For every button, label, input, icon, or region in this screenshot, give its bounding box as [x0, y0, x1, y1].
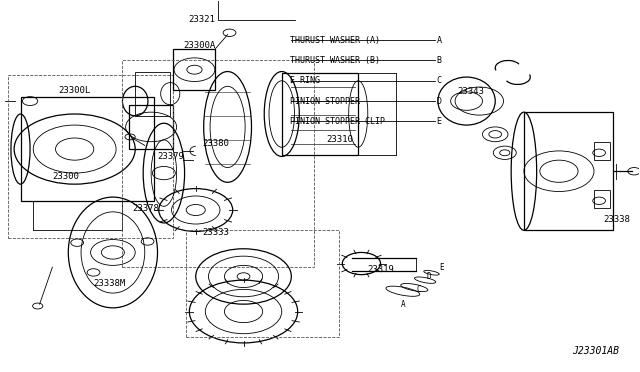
Text: THURUST WASHER (A): THURUST WASHER (A) [290, 36, 380, 45]
Text: E: E [439, 263, 444, 272]
Text: 23300: 23300 [52, 172, 79, 181]
Text: 23333: 23333 [202, 228, 229, 237]
Bar [594, 142, 610, 160]
Bar [129, 105, 173, 149]
Text: C: C [417, 285, 421, 294]
Bar [594, 190, 610, 208]
Text: E: E [436, 117, 442, 126]
Bar [524, 112, 613, 230]
Text: THURUST WASHER (B): THURUST WASHER (B) [290, 56, 380, 65]
Text: J23301AB: J23301AB [573, 346, 620, 356]
Bar [122, 61, 314, 267]
Text: 23338M: 23338M [94, 279, 126, 288]
Text: PINION STOPPER CLIP: PINION STOPPER CLIP [290, 117, 385, 126]
Text: 23300L: 23300L [59, 86, 91, 94]
Text: 23378: 23378 [132, 203, 159, 213]
Bar [20, 97, 154, 201]
Bar [135, 71, 170, 116]
Text: B: B [436, 56, 442, 65]
Text: A: A [436, 36, 442, 45]
Text: D: D [436, 97, 442, 106]
Text: 23300A: 23300A [183, 41, 215, 50]
Text: 23343: 23343 [457, 87, 484, 96]
Text: D: D [426, 272, 431, 281]
Text: PINION STOPPER: PINION STOPPER [290, 97, 360, 106]
Text: 23379: 23379 [157, 152, 184, 161]
Text: 23319: 23319 [368, 264, 395, 273]
Text: 23310: 23310 [326, 135, 353, 144]
Bar [186, 230, 339, 337]
Text: C: C [436, 76, 442, 85]
Bar [8, 75, 173, 238]
Text: E RING: E RING [290, 76, 320, 85]
Text: 23338: 23338 [604, 215, 630, 224]
Text: 23321: 23321 [188, 15, 215, 24]
Bar [173, 49, 215, 90]
Text: 23380: 23380 [202, 139, 229, 148]
Text: A: A [401, 300, 405, 309]
Bar [282, 73, 358, 155]
